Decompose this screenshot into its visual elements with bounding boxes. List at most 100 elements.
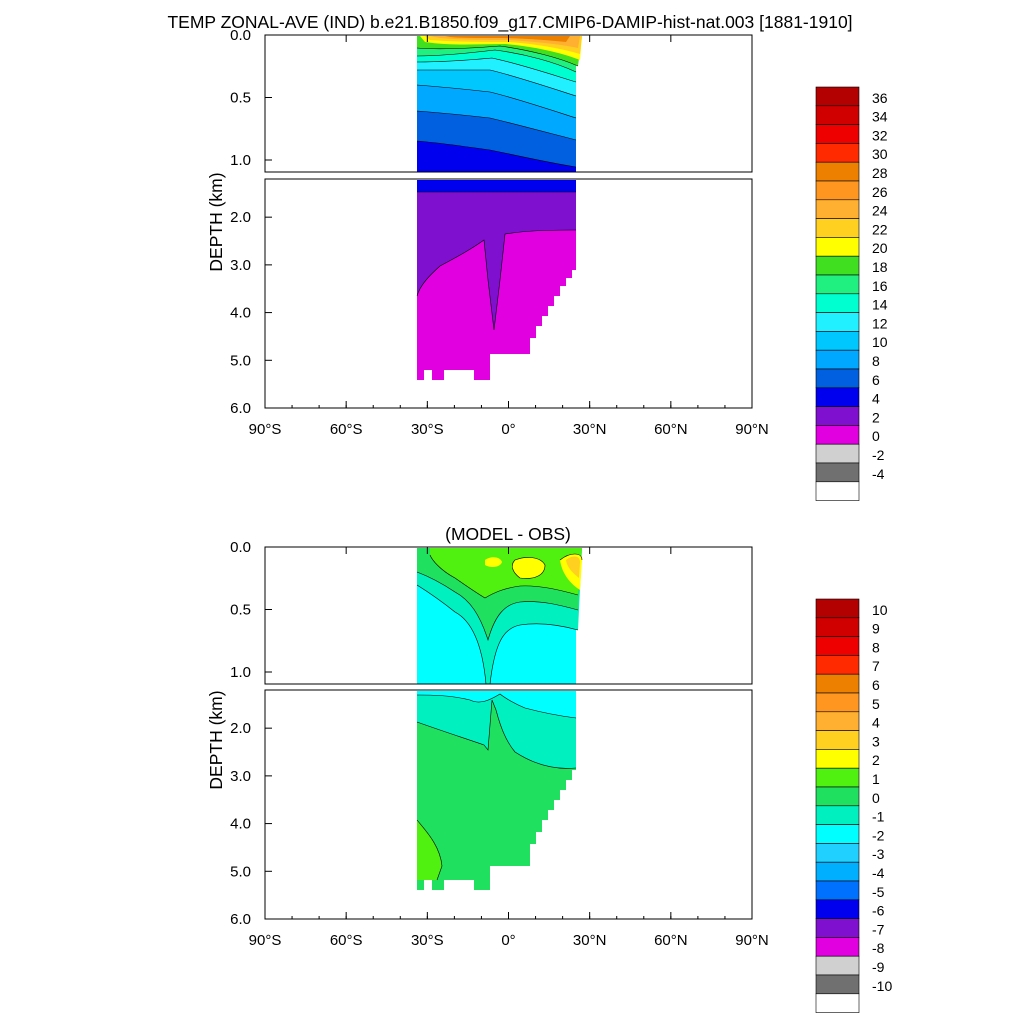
- colorbar-swatch: [815, 293, 860, 313]
- colorbar-label: -2: [872, 447, 885, 463]
- colorbar-swatch: [815, 805, 860, 825]
- colorbar-swatch: [815, 880, 860, 901]
- y-tick-label: 6.0: [230, 911, 251, 928]
- colorbar-swatch: [815, 711, 860, 731]
- colorbar-label: 10: [872, 602, 888, 618]
- top-lower-field: [416, 180, 577, 380]
- colorbar-label: 24: [872, 203, 888, 219]
- x-tick-label: 60°S: [330, 421, 363, 438]
- colorbar-label: 4: [872, 715, 880, 731]
- colorbar-swatch: [815, 598, 860, 619]
- colorbar-label: 8: [872, 353, 880, 369]
- colorbar-label: -3: [872, 846, 885, 862]
- colorbar-swatch: [815, 161, 860, 182]
- colorbar-label: 7: [872, 658, 880, 674]
- colorbar-swatch: [815, 692, 860, 713]
- figure-title: TEMP ZONAL-AVE (IND) b.e21.B1850.f09_g17…: [167, 12, 852, 33]
- top-panel: DEPTH (km) 90°S 60°S 30°S 0° 30°N 60°N 90°N 0.…: [206, 27, 769, 438]
- colorbar-label: 6: [872, 677, 880, 693]
- y-tick-label: 4.0: [230, 816, 251, 833]
- colorbar-swatch: [815, 843, 860, 863]
- x-tick-label: 0°: [501, 932, 515, 949]
- y-tick-label: 2.0: [230, 720, 251, 737]
- colorbar-label: -5: [872, 884, 885, 900]
- colorbar-label: 3: [872, 733, 880, 749]
- colorbar-swatch: [815, 937, 860, 957]
- x-tick-label: 60°S: [330, 932, 363, 949]
- colorbar-swatch: [815, 993, 860, 1013]
- colorbar-label: 32: [872, 127, 888, 143]
- colorbar-label: -8: [872, 940, 885, 956]
- colorbar-swatch: [815, 824, 860, 844]
- colorbar-label: 9: [872, 621, 880, 637]
- colorbar-swatch: [815, 237, 860, 257]
- colorbar-label: 6: [872, 372, 880, 388]
- x-tick-label: 90°S: [249, 932, 282, 949]
- colorbar-label: 8: [872, 639, 880, 655]
- bottom-x-ticks: 90°S 60°S 30°S 0° 30°N 60°N 90°N: [249, 547, 769, 949]
- colorbar-label: 26: [872, 184, 888, 200]
- colorbar-swatch: [815, 481, 860, 501]
- colorbar-label: 2: [872, 752, 880, 768]
- bottom-y-ticks: 0.0 0.5 1.0 2.0 3.0 4.0 5.0 6.0: [230, 539, 272, 928]
- colorbar-label: -7: [872, 921, 885, 937]
- colorbar-swatch: [815, 312, 860, 332]
- colorbar-swatch: [815, 749, 860, 769]
- y-tick-label: 3.0: [230, 257, 251, 274]
- x-tick-label: 90°N: [735, 421, 769, 438]
- colorbar-label: -6: [872, 903, 885, 919]
- y-tick-label: 0.0: [230, 539, 251, 556]
- top-upper-field: [416, 36, 582, 172]
- colorbar-swatch: [815, 180, 860, 201]
- colorbar-swatch: [815, 730, 860, 750]
- colorbar-label: -10: [872, 978, 892, 994]
- diff-title: (MODEL - OBS): [445, 524, 571, 544]
- colorbar-swatch: [815, 655, 860, 675]
- bottom-panel: DEPTH (km) 90°S 60°S 30°S 0° 30°N 60°N 90°N 0.…: [206, 539, 769, 949]
- colorbar-label: -9: [872, 959, 885, 975]
- colorbar-swatch: [815, 955, 860, 976]
- y-tick-label: 6.0: [230, 400, 251, 417]
- colorbar-label: 18: [872, 259, 888, 275]
- colorbar-label: -2: [872, 827, 885, 843]
- colorbar-swatch: [815, 786, 860, 807]
- colorbar-swatch: [815, 425, 860, 445]
- colorbar-label: 28: [872, 165, 888, 181]
- y-tick-label: 5.0: [230, 863, 251, 880]
- x-tick-label: 30°N: [573, 932, 607, 949]
- y-tick-label: 2.0: [230, 209, 251, 226]
- y-tick-label: 5.0: [230, 352, 251, 369]
- colorbar-swatch: [815, 767, 860, 788]
- colorbar-label: 12: [872, 315, 888, 331]
- colorbar-label: -1: [872, 809, 885, 825]
- bottom-upper-field: [416, 548, 583, 685]
- y-tick-label: 0.0: [230, 27, 251, 44]
- colorbar-swatch: [815, 636, 860, 656]
- colorbar-swatch: [815, 199, 860, 219]
- y-tick-label: 0.5: [230, 90, 251, 107]
- colorbar-label: 4: [872, 391, 880, 407]
- colorbar-swatch: [815, 143, 860, 163]
- y-tick-label: 4.0: [230, 305, 251, 322]
- y-tick-label: 0.5: [230, 602, 251, 619]
- colorbar-label: -4: [872, 466, 885, 482]
- x-tick-label: 0°: [501, 421, 515, 438]
- colorbar-swatch: [815, 368, 860, 389]
- colorbar-swatch: [815, 218, 860, 238]
- colorbar-swatch: [815, 861, 860, 882]
- colorbar-label: 0: [872, 428, 880, 444]
- y-tick-label: 1.0: [230, 664, 251, 681]
- bottom-y-axis-label: DEPTH (km): [206, 690, 226, 789]
- colorbar-label: 1: [872, 771, 880, 787]
- x-tick-label: 90°N: [735, 932, 769, 949]
- colorbar-swatch: [815, 274, 860, 295]
- colorbar-label: 0: [872, 790, 880, 806]
- colorbar-label: 22: [872, 221, 888, 237]
- bottom-lower-field: [416, 691, 577, 890]
- colorbar-swatch: [815, 406, 860, 426]
- colorbar-swatch: [815, 974, 860, 995]
- colorbar-label: 20: [872, 240, 888, 256]
